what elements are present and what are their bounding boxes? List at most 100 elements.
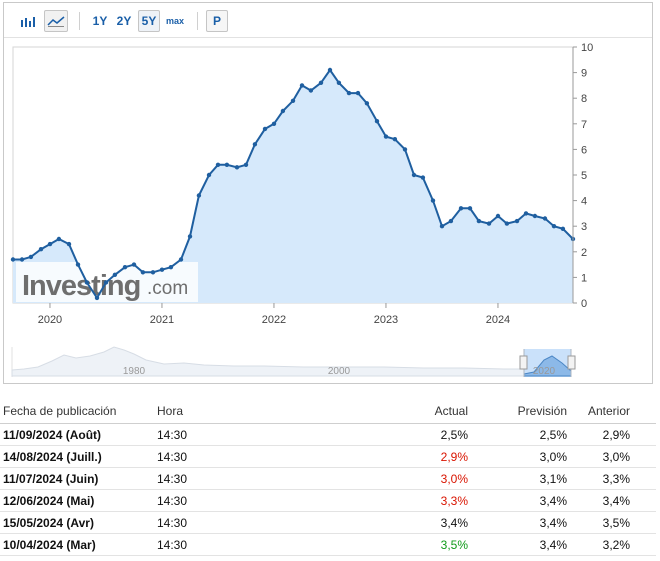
y-tick-label: 0 — [581, 298, 587, 310]
cell-time: 14:30 — [154, 423, 240, 446]
cell-release-date: 12/06/2024 (Mai) — [0, 489, 154, 512]
data-point — [364, 101, 370, 106]
cell-actual: 3,0% — [240, 467, 471, 490]
data-point — [187, 234, 193, 239]
area-fill — [13, 70, 573, 303]
navigator-left-handle[interactable] — [519, 355, 528, 370]
data-point — [75, 262, 81, 267]
data-point — [542, 216, 548, 221]
data-point — [430, 198, 436, 203]
navigator-label-2000: 2000 — [328, 366, 351, 377]
navigator-label-2020: 2020 — [533, 366, 556, 377]
cell-previous: 2,9% — [570, 423, 656, 446]
data-point — [476, 218, 482, 224]
data-point — [355, 90, 361, 96]
y-tick-label: 8 — [581, 93, 587, 105]
y-tick-label: 2 — [581, 247, 587, 259]
cell-release-date: 11/09/2024 (Août) — [0, 423, 154, 446]
data-point — [486, 221, 492, 226]
data-point — [495, 213, 501, 219]
cell-previous: 3,3% — [570, 467, 656, 490]
line-chart-icon[interactable] — [44, 10, 68, 32]
chart-toolbar: 1Y 2Y 5Y max P — [4, 3, 652, 38]
data-point — [514, 218, 520, 224]
y-tick-label: 1 — [581, 272, 587, 284]
table-header-row: Fecha de publicación Hora Actual Previsi… — [0, 399, 656, 424]
data-point — [224, 162, 230, 167]
data-point — [504, 221, 510, 226]
navigator[interactable]: 1980 2000 2020 — [11, 346, 576, 377]
data-point — [84, 280, 90, 285]
cell-time: 14:30 — [154, 467, 240, 490]
cell-forecast: 3,4% — [471, 489, 570, 512]
range-max-button[interactable]: max — [165, 16, 184, 26]
range-5y-button[interactable]: 5Y — [138, 10, 160, 32]
data-point — [290, 98, 296, 103]
data-point — [308, 88, 314, 93]
toolbar-separator — [79, 12, 80, 30]
data-point — [103, 280, 109, 285]
range-2y-button[interactable]: 2Y — [116, 14, 132, 28]
data-point — [383, 134, 389, 139]
cell-forecast: 3,4% — [471, 511, 570, 534]
bar-chart-icon[interactable] — [16, 10, 40, 32]
data-point — [140, 270, 146, 275]
data-point — [374, 119, 380, 124]
chart-svg: Investing .com 0 1 2 3 4 5 6 7 8 9 10 2020 2021 2022… — [10, 42, 593, 377]
x-tick-label: 2022 — [262, 314, 286, 326]
chart-container: 1Y 2Y 5Y max P Investing .com 0 1 2 3 4 5 6 7 8 9… — [3, 2, 653, 384]
data-point — [439, 224, 445, 229]
data-point — [551, 224, 557, 229]
table-row: 11/07/2024 (Juin) 14:30 3,0% 3,1% 3,3% — [0, 467, 656, 490]
y-axis: 0 1 2 3 4 5 6 7 8 9 10 — [572, 42, 593, 310]
range-1y-button[interactable]: 1Y — [92, 14, 108, 28]
series-points — [10, 67, 576, 301]
data-point — [215, 162, 221, 167]
data-point — [94, 295, 100, 301]
navigator-right-handle[interactable] — [567, 355, 576, 370]
cell-release-date: 10/04/2024 (Mar) — [0, 533, 154, 556]
data-point — [392, 137, 398, 142]
data-point — [10, 257, 16, 262]
cell-release-date: 14/08/2024 (Juill.) — [0, 445, 154, 468]
data-point — [159, 267, 165, 272]
data-point — [196, 193, 202, 198]
cell-release-date: 15/05/2024 (Avr) — [0, 511, 154, 534]
cell-actual: 2,5% — [240, 423, 471, 446]
table-row: 12/06/2024 (Mai) 14:30 3,3% 3,4% 3,4% — [0, 489, 656, 512]
x-axis: 2020 2021 2022 2023 2024 — [38, 303, 510, 326]
cell-actual: 3,4% — [240, 511, 471, 534]
watermark-suffix: .com — [147, 278, 188, 299]
data-point — [532, 213, 538, 219]
data-point — [467, 206, 473, 211]
data-point — [66, 241, 72, 247]
header-actual: Actual — [240, 399, 471, 424]
p-button[interactable]: P — [206, 10, 228, 32]
cell-previous: 3,2% — [570, 533, 656, 556]
data-point — [47, 241, 53, 247]
table-row: 11/09/2024 (Août) 14:30 2,5% 2,5% 2,9% — [0, 423, 656, 446]
x-tick-label: 2020 — [38, 314, 62, 326]
navigator-label-1980: 1980 — [123, 366, 146, 377]
data-point — [299, 83, 305, 88]
toolbar-separator — [197, 12, 198, 30]
bar-chart-icon-glyph — [21, 17, 35, 27]
data-point — [327, 67, 333, 73]
cell-forecast: 2,5% — [471, 423, 570, 446]
y-tick-label: 10 — [581, 42, 593, 54]
y-tick-label: 3 — [581, 221, 587, 233]
data-point — [560, 226, 566, 231]
data-point — [56, 236, 62, 242]
header-previous: Anterior — [570, 399, 656, 424]
cell-time: 14:30 — [154, 533, 240, 556]
data-point — [318, 80, 324, 85]
data-point — [523, 211, 529, 216]
table-row: 14/08/2024 (Juill.) 14:30 2,9% 3,0% 3,0% — [0, 445, 656, 468]
data-point — [112, 272, 118, 277]
table-row: 10/04/2024 (Mar) 14:30 3,5% 3,4% 3,2% — [0, 533, 656, 556]
data-point — [271, 121, 277, 127]
y-tick-label: 9 — [581, 68, 587, 80]
data-point — [262, 126, 268, 132]
cell-previous: 3,5% — [570, 511, 656, 534]
line-chart-icon-glyph — [47, 16, 65, 27]
